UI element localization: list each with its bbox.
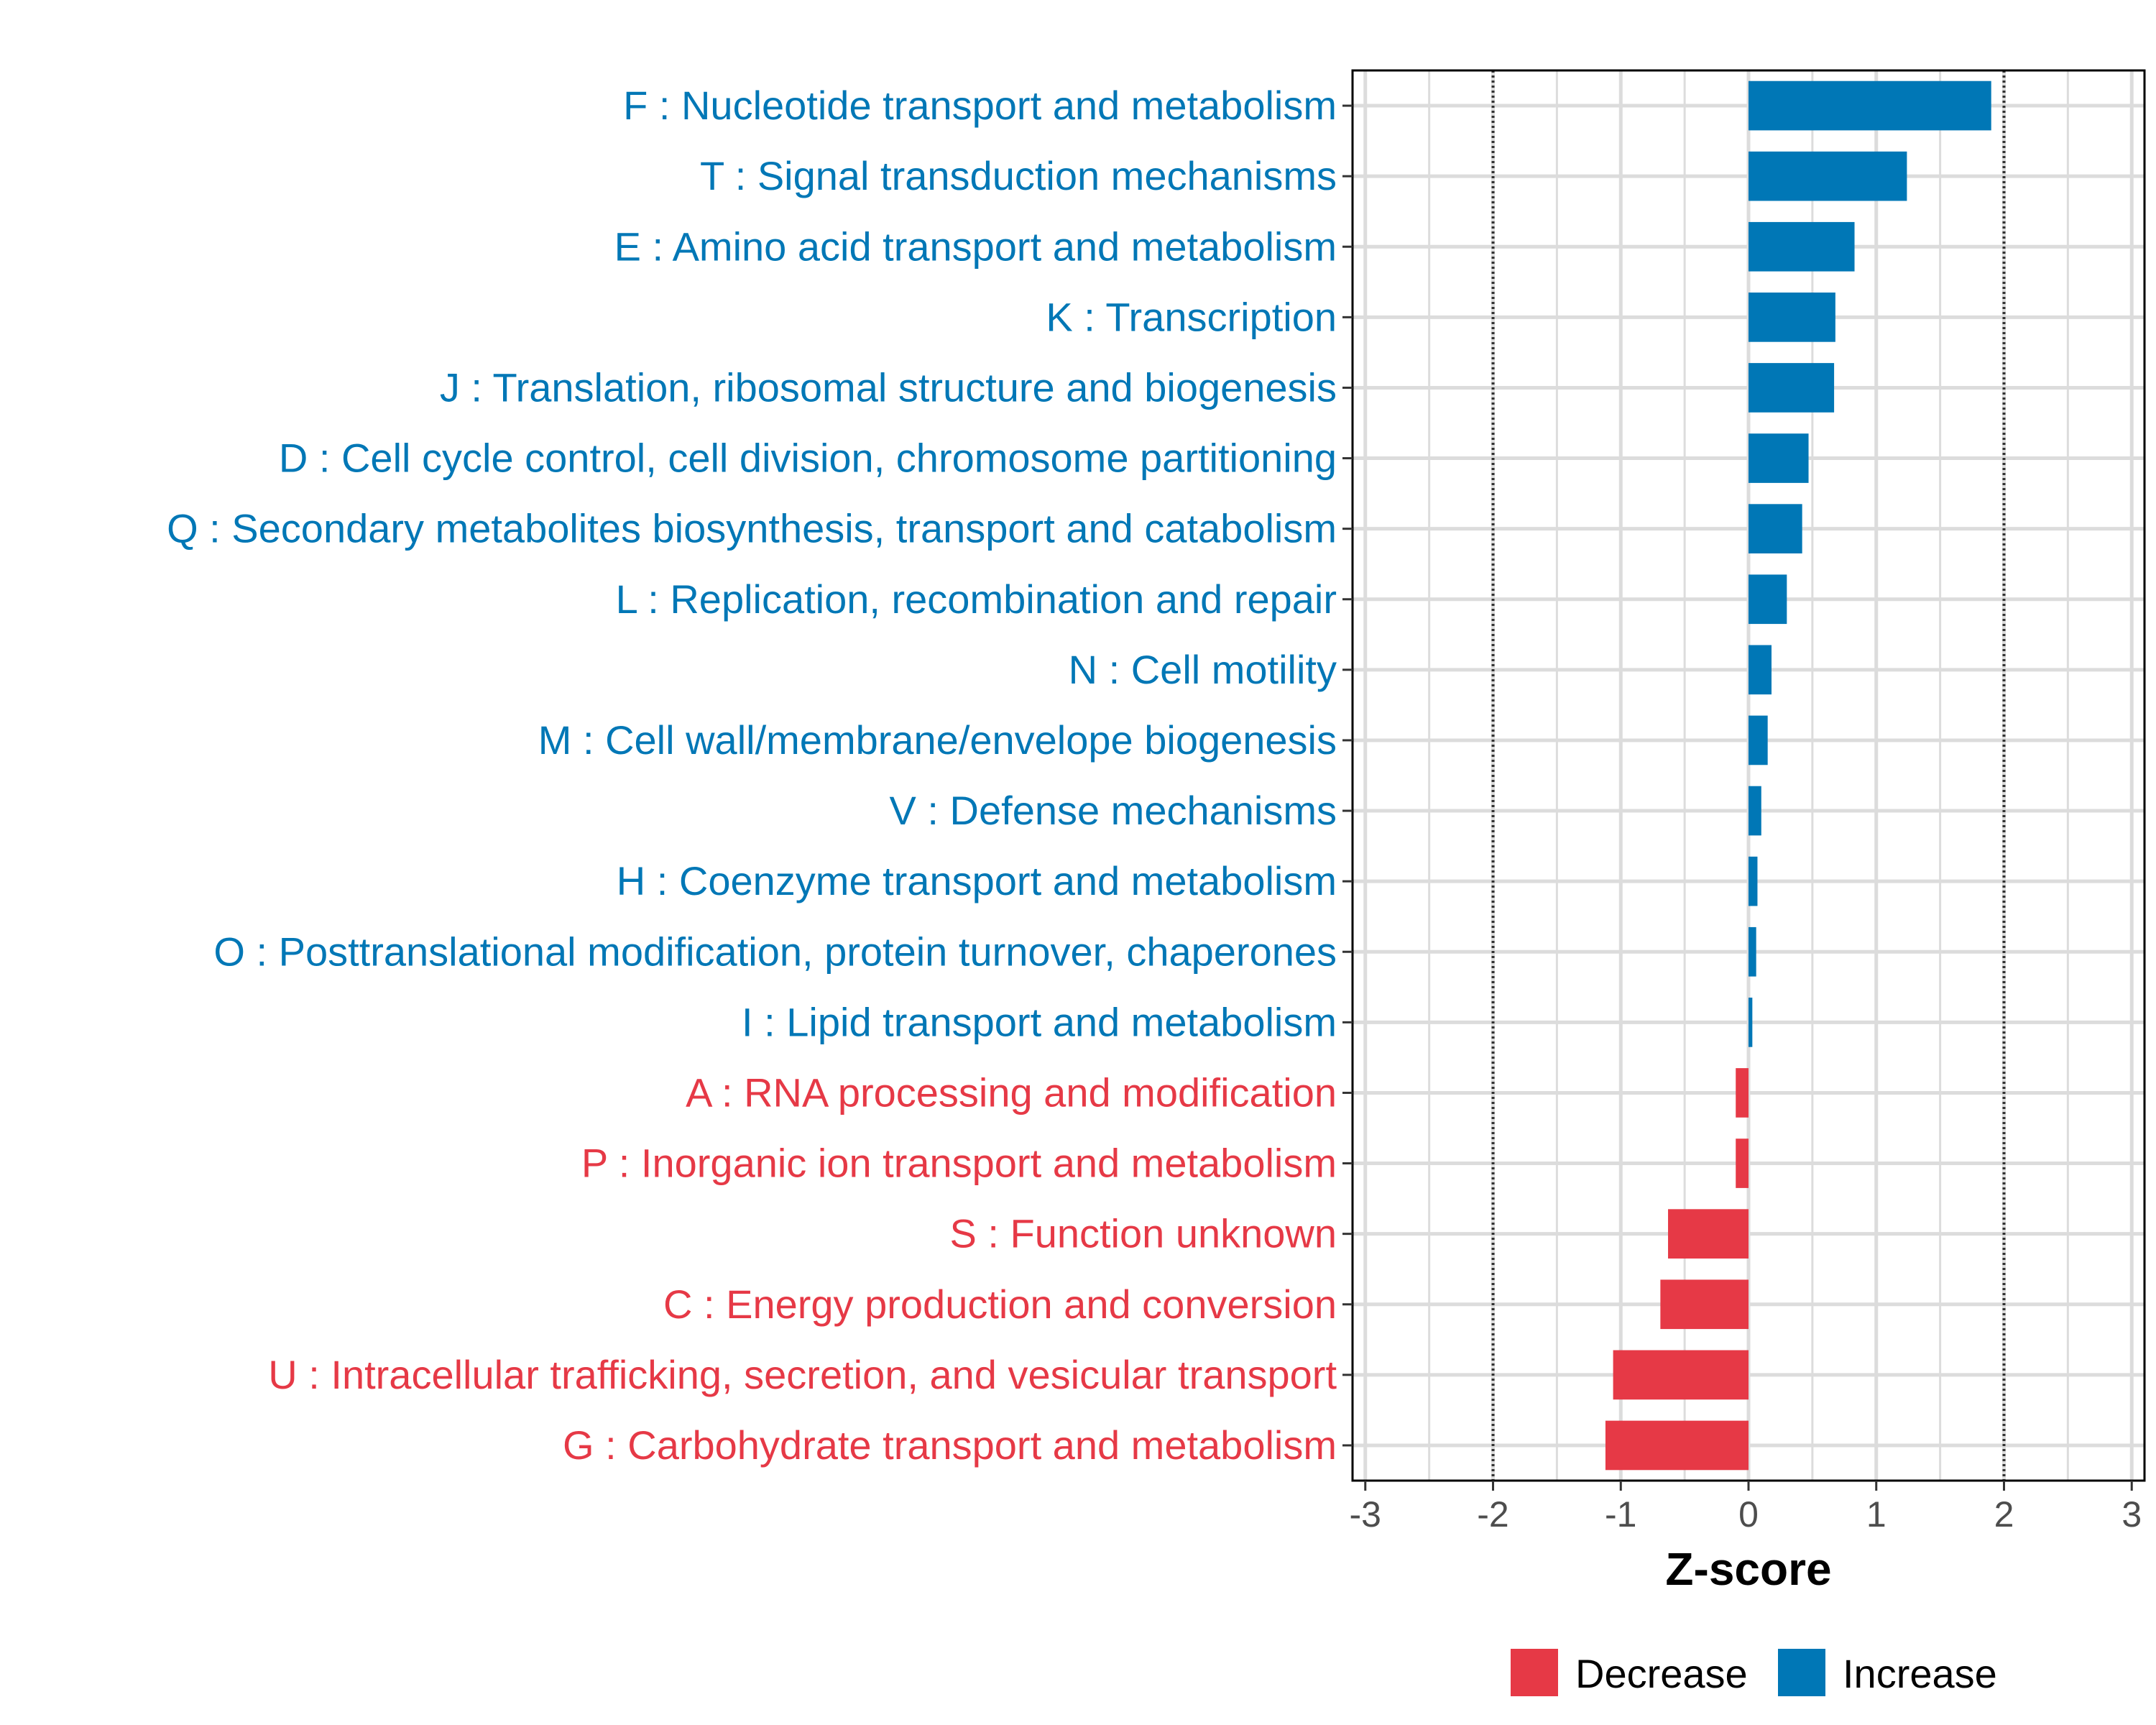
- category-label: G : Carbohydrate transport and metabolis…: [563, 1422, 1337, 1468]
- bar-p: [1736, 1138, 1749, 1188]
- legend: Decrease Increase: [1511, 1649, 1997, 1696]
- category-label: K : Transcription: [1046, 294, 1337, 339]
- x-tick-label: -3: [1350, 1494, 1381, 1535]
- category-label: U : Intracellular trafficking, secretion…: [268, 1352, 1337, 1397]
- bar-o: [1749, 926, 1756, 977]
- category-label: E : Amino acid transport and metabolism: [614, 224, 1337, 269]
- category-label: A : RNA processing and modification: [686, 1070, 1337, 1115]
- bar-k: [1749, 293, 1835, 342]
- x-tick-label: 3: [2122, 1494, 2142, 1535]
- bar-f: [1749, 80, 1991, 131]
- bar-n: [1749, 645, 1772, 695]
- category-label: J : Translation, ribosomal structure and…: [440, 364, 1337, 410]
- x-axis-ticks: [1364, 1481, 2133, 1491]
- x-tick-label: -2: [1477, 1494, 1508, 1535]
- y-axis-ticks: [1342, 104, 1353, 1447]
- category-label: Q : Secondary metabolites biosynthesis, …: [167, 506, 1337, 551]
- x-axis-labels: -3 -2 -1 0 1 2 3: [1350, 1494, 2142, 1535]
- category-label: D : Cell cycle control, cell division, c…: [279, 436, 1337, 481]
- category-label: V : Defense mechanisms: [890, 788, 1337, 833]
- x-tick-label: 2: [1994, 1494, 2014, 1535]
- legend-swatch-decrease: [1511, 1649, 1558, 1696]
- bar-e: [1749, 221, 1855, 272]
- category-label: H : Coenzyme transport and metabolism: [617, 858, 1337, 903]
- x-tick-label: -1: [1605, 1494, 1636, 1535]
- legend-swatch-increase: [1778, 1649, 1825, 1696]
- category-label: O : Posttranslational modification, prot…: [213, 929, 1337, 974]
- bar-v: [1749, 786, 1761, 836]
- bar-g: [1605, 1420, 1749, 1471]
- bar-m: [1749, 715, 1768, 765]
- bar-h: [1749, 856, 1758, 906]
- x-tick-label: 1: [1866, 1494, 1886, 1535]
- category-label: C : Energy production and conversion: [663, 1282, 1337, 1327]
- category-label: S : Function unknown: [949, 1211, 1337, 1256]
- bar-q: [1749, 504, 1802, 553]
- bar-l: [1749, 574, 1787, 625]
- category-label: F : Nucleotide transport and metabolism: [623, 83, 1337, 128]
- y-axis-labels: F : Nucleotide transport and metabolism T…: [167, 83, 1337, 1468]
- category-label: N : Cell motility: [1069, 647, 1337, 692]
- reference-lines: [1491, 70, 2006, 1481]
- category-label: I : Lipid transport and metabolism: [742, 999, 1337, 1044]
- category-label: M : Cell wall/membrane/envelope biogenes…: [538, 717, 1337, 763]
- bar-d: [1749, 433, 1809, 483]
- x-tick-label: 0: [1738, 1494, 1759, 1535]
- bar-j: [1749, 363, 1835, 413]
- legend-label-decrease: Decrease: [1575, 1651, 1748, 1696]
- bar-u: [1613, 1350, 1749, 1400]
- bar-c: [1660, 1279, 1749, 1330]
- category-label: T : Signal transduction mechanisms: [700, 153, 1337, 198]
- bars: [1605, 80, 1991, 1471]
- bar-s: [1668, 1209, 1749, 1259]
- x-axis-title: Z-score: [1665, 1543, 1831, 1595]
- bar-t: [1749, 151, 1907, 201]
- category-label: L : Replication, recombination and repai…: [616, 576, 1337, 622]
- bar-i: [1749, 998, 1753, 1047]
- category-label: P : Inorganic ion transport and metaboli…: [581, 1141, 1337, 1186]
- bar-a: [1736, 1068, 1749, 1118]
- legend-label-increase: Increase: [1843, 1651, 1997, 1696]
